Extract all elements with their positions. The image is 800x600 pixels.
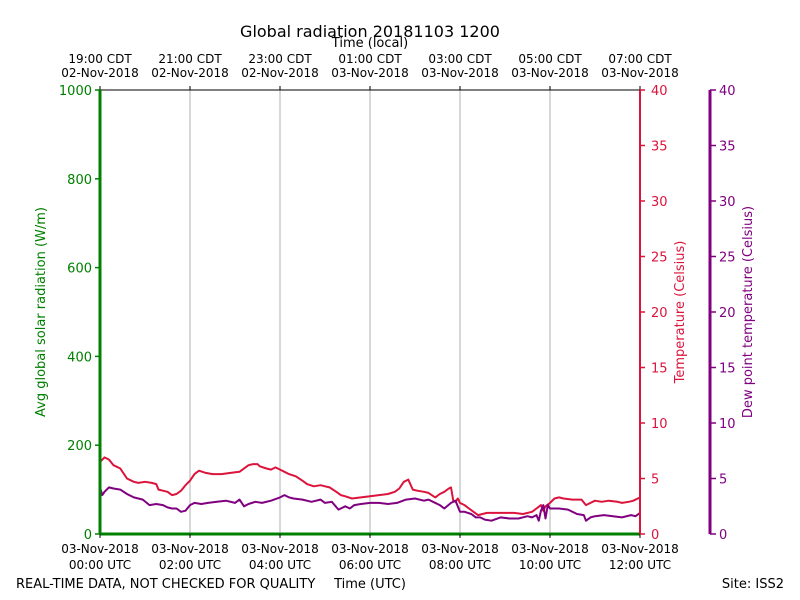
x-tick-label-time: 00:00 UTC [69, 558, 131, 572]
bottom-axis-title: Time (UTC) [333, 577, 406, 592]
radiation-axis-label: Avg global solar radiation (W/m) [34, 207, 49, 417]
radiation-tick-label: 400 [67, 350, 92, 365]
radiation-tick-label: 600 [67, 262, 92, 277]
dewpoint-axis-label: Dew point temperature (Celsius) [741, 206, 756, 418]
x-tick-label-date: 03-Nov-2018 [421, 542, 499, 556]
dewpoint-tick-label: 40 [719, 84, 736, 99]
x-tick-label-time: 12:00 UTC [609, 558, 671, 572]
top-tick-label-time: 07:00 CDT [608, 52, 672, 66]
dewpoint-tick-label: 0 [719, 528, 727, 543]
dewpoint-tick-label: 10 [719, 417, 736, 432]
top-tick-label-date: 02-Nov-2018 [61, 66, 139, 80]
x-tick-label-time: 04:00 UTC [249, 558, 311, 572]
top-tick-label-date: 03-Nov-2018 [421, 66, 499, 80]
temperature-tick-label: 40 [651, 84, 668, 99]
temperature-tick-label: 25 [651, 251, 668, 266]
temperature-axis-label: Temperature (Celsius) [673, 241, 688, 385]
x-tick-label-date: 03-Nov-2018 [151, 542, 229, 556]
quality-disclaimer: REAL-TIME DATA, NOT CHECKED FOR QUALITY [16, 577, 315, 592]
dewpoint-tick-label: 15 [719, 362, 736, 377]
x-tick-label-date: 03-Nov-2018 [511, 542, 589, 556]
chart-title: Global radiation 20181103 1200 [240, 22, 500, 41]
top-tick-label-time: 21:00 CDT [158, 52, 222, 66]
dew-point-temperature-line [99, 486, 641, 522]
radiation-tick-label: 0 [84, 528, 92, 543]
x-tick-label-time: 08:00 UTC [429, 558, 491, 572]
temperature-tick-label: 0 [651, 528, 659, 543]
temperature-tick-label: 5 [651, 473, 659, 488]
top-tick-label-time: 05:00 CDT [518, 52, 582, 66]
dewpoint-tick-label: 25 [719, 251, 736, 266]
temperature-tick-label: 15 [651, 362, 668, 377]
x-tick-label-date: 03-Nov-2018 [61, 542, 139, 556]
temperature-tick-label: 20 [651, 306, 668, 321]
radiation-tick-label: 800 [67, 173, 92, 188]
site-label: Site: ISS2 [722, 577, 784, 592]
axes: 03-Nov-2018 00:00 UTC 03-Nov-2018 02:00 UTC… [59, 52, 736, 572]
top-tick-label-date: 03-Nov-2018 [331, 66, 409, 80]
radiation-tick-label: 1000 [59, 84, 92, 99]
temperature-tick-label: 35 [651, 140, 668, 155]
top-tick-label-time: 19:00 CDT [68, 52, 132, 66]
dewpoint-tick-label: 35 [719, 140, 736, 155]
x-tick-label-time: 06:00 UTC [339, 558, 401, 572]
x-tick-label-time: 02:00 UTC [159, 558, 221, 572]
x-tick-label-time: 10:00 UTC [519, 558, 581, 572]
x-tick-label-date: 03-Nov-2018 [241, 542, 319, 556]
dewpoint-tick-label: 30 [719, 195, 736, 210]
dewpoint-tick-label: 20 [719, 306, 736, 321]
temperature-tick-label: 10 [651, 417, 668, 432]
radiation-tick-label: 200 [67, 439, 92, 454]
temperature-tick-label: 30 [651, 195, 668, 210]
top-tick-label-date: 02-Nov-2018 [151, 66, 229, 80]
top-tick-label-date: 03-Nov-2018 [601, 66, 679, 80]
top-tick-label-time: 01:00 CDT [338, 52, 402, 66]
top-tick-label-date: 02-Nov-2018 [241, 66, 319, 80]
top-tick-label-time: 03:00 CDT [428, 52, 492, 66]
x-tick-label-date: 03-Nov-2018 [331, 542, 409, 556]
dewpoint-tick-label: 5 [719, 473, 727, 488]
top-axis-title: Time (local) [331, 36, 408, 51]
grid-lines [189, 90, 551, 534]
top-tick-label-date: 03-Nov-2018 [511, 66, 589, 80]
top-tick-label-time: 23:00 CDT [248, 52, 312, 66]
x-tick-label-date: 03-Nov-2018 [601, 542, 679, 556]
